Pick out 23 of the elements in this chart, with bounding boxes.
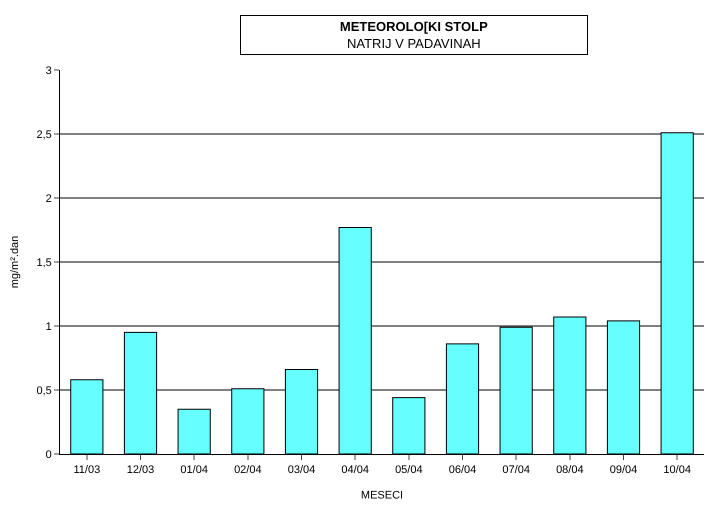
x-tick-label: 12/03 <box>126 464 154 476</box>
y-tick-label: 1 <box>46 320 52 333</box>
y-tick-label: 2 <box>46 192 52 205</box>
x-tick-label: 10/04 <box>663 464 691 476</box>
y-tick-label: 1,5 <box>36 256 52 269</box>
y-tick-label: 3 <box>46 64 52 77</box>
x-tick-label: 09/04 <box>610 464 638 476</box>
y-tick-label: 0,5 <box>36 384 52 397</box>
y-tick-label: 2,5 <box>36 128 52 141</box>
x-tick-label: 02/04 <box>234 464 262 476</box>
x-tick-label: 03/04 <box>288 464 316 476</box>
x-axis-title: MESECI <box>360 489 404 502</box>
y-axis-title: mg/m².dan <box>9 236 22 288</box>
x-tick-label: 08/04 <box>556 464 584 476</box>
chart-title: METEOROLO[KI STOLP <box>340 19 488 34</box>
x-tick-label: 06/04 <box>448 464 476 476</box>
x-tick-label: 04/04 <box>341 464 369 476</box>
chart-subtitle: NATRIJ V PADAVINAH <box>347 36 481 51</box>
x-tick-label: 11/03 <box>73 464 100 476</box>
x-tick-label: 01/04 <box>180 464 208 476</box>
x-tick-label: 07/04 <box>502 464 530 476</box>
x-tick-label: 05/04 <box>395 464 423 476</box>
y-tick-label: 0 <box>46 448 52 461</box>
